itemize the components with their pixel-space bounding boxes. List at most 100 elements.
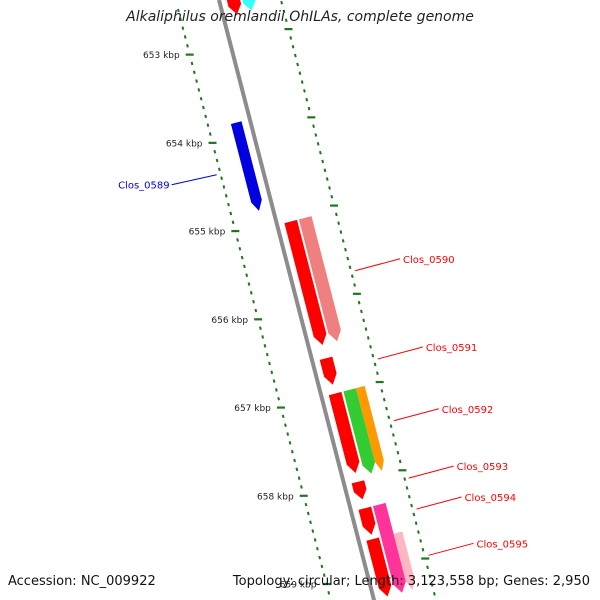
gene-feature-clos-0594[interactable] (358, 506, 376, 535)
minor-tick (414, 521, 418, 526)
minor-tick (300, 485, 303, 489)
gene-feature-clos-0592[interactable] (328, 391, 360, 473)
minor-tick (280, 0, 284, 5)
gene-feature[interactable] (343, 388, 376, 474)
minor-tick (243, 264, 246, 269)
minor-tick (344, 247, 347, 252)
minor-tick (357, 300, 361, 305)
gene-label-clos-0593[interactable]: Clos_0593 (457, 462, 509, 473)
gene-label-clos-0589[interactable]: Clos_0589 (118, 181, 170, 192)
minor-tick (286, 432, 290, 436)
minor-tick (325, 177, 329, 181)
minor-tick (290, 449, 294, 454)
minor-tick (206, 123, 210, 128)
gene-feature[interactable] (298, 216, 341, 342)
minor-tick (284, 423, 287, 428)
minor-tick (268, 361, 271, 366)
minor-tick (313, 538, 317, 542)
feature-layer (226, 0, 415, 597)
gene-feature-clos-0595[interactable] (366, 537, 392, 597)
minor-tick (433, 592, 436, 596)
minor-tick (316, 546, 319, 551)
gene-feature[interactable] (355, 385, 384, 471)
minor-tick (339, 230, 343, 234)
minor-tick (391, 433, 395, 437)
minor-tick (350, 274, 354, 278)
minor-tick (346, 256, 350, 261)
minor-tick (389, 424, 393, 428)
minor-tick (369, 344, 372, 349)
minor-tick (208, 132, 212, 136)
minor-tick (195, 79, 198, 83)
minor-tick (291, 44, 295, 49)
genome-title: Alkaliphilus oremlandii OhILAs, complete… (126, 9, 474, 25)
minor-tick (240, 255, 244, 260)
minor-tick (337, 221, 341, 226)
gene-label-clos-0595[interactable]: Clos_0595 (477, 539, 529, 550)
genome-backbone (217, 0, 377, 600)
tick-label: 653 kbp (143, 51, 180, 61)
minor-tick (281, 414, 285, 419)
minor-tick (396, 450, 400, 455)
label-leader-line (408, 465, 454, 479)
gene-label-clos-0591[interactable]: Clos_0591 (426, 343, 478, 354)
minor-tick (385, 406, 388, 411)
minor-tick (398, 459, 402, 464)
minor-tick (376, 371, 379, 376)
minor-tick (176, 8, 180, 13)
minor-tick (403, 477, 407, 481)
accession-text: Accession: NC_009922 (8, 574, 156, 589)
label-leader-line (428, 542, 474, 556)
label-leader-line (354, 258, 401, 272)
minor-tick (265, 352, 269, 357)
minor-tick (316, 142, 320, 146)
minor-tick (181, 26, 185, 30)
minor-tick (222, 185, 226, 189)
minor-tick (213, 149, 217, 154)
gene-label-clos-0592[interactable]: Clos_0592 (442, 405, 494, 416)
minor-tick (236, 238, 239, 242)
gene-feature-clos-0593[interactable] (351, 480, 367, 500)
minor-tick (341, 239, 345, 243)
minor-tick (270, 370, 274, 375)
minor-tick (373, 362, 377, 367)
minor-tick (274, 388, 278, 392)
minor-tick (307, 106, 311, 111)
minor-tick (334, 212, 338, 217)
gene-label-clos-0594[interactable]: Clos_0594 (465, 493, 517, 504)
gene-feature[interactable] (373, 502, 406, 593)
label-leader-line (171, 174, 217, 186)
minor-tick (293, 458, 296, 463)
minor-tick (296, 62, 299, 67)
minor-tick (394, 442, 397, 446)
minor-tick (366, 336, 370, 340)
tick-label: 654 kbp (166, 139, 203, 149)
minor-tick (321, 159, 325, 164)
minor-tick (282, 9, 286, 14)
minor-tick (417, 530, 420, 534)
minor-tick (412, 512, 416, 517)
minor-tick (272, 379, 276, 383)
minor-tick (314, 133, 318, 137)
minor-tick (426, 565, 429, 570)
minor-tick (261, 335, 265, 339)
minor-tick (295, 467, 299, 472)
gene-feature-clos-0589[interactable] (230, 121, 262, 211)
gene-feature[interactable] (226, 0, 242, 15)
gene-feature-clos-0590[interactable] (284, 219, 327, 345)
minor-tick (407, 494, 411, 499)
gene-feature-clos-0591[interactable] (319, 356, 337, 385)
tick-label: 656 kbp (211, 316, 248, 326)
minor-tick (387, 415, 391, 420)
gene-feature[interactable] (393, 531, 415, 591)
label-leader-line (377, 346, 423, 360)
gene-feature[interactable] (241, 0, 256, 11)
minor-tick (186, 43, 189, 48)
gene-label-clos-0590[interactable]: Clos_0590 (403, 255, 455, 266)
minor-tick (362, 318, 366, 323)
minor-tick (252, 299, 255, 304)
minor-tick (330, 194, 334, 199)
minor-tick (421, 547, 425, 552)
tick-label: 655 kbp (189, 228, 226, 238)
